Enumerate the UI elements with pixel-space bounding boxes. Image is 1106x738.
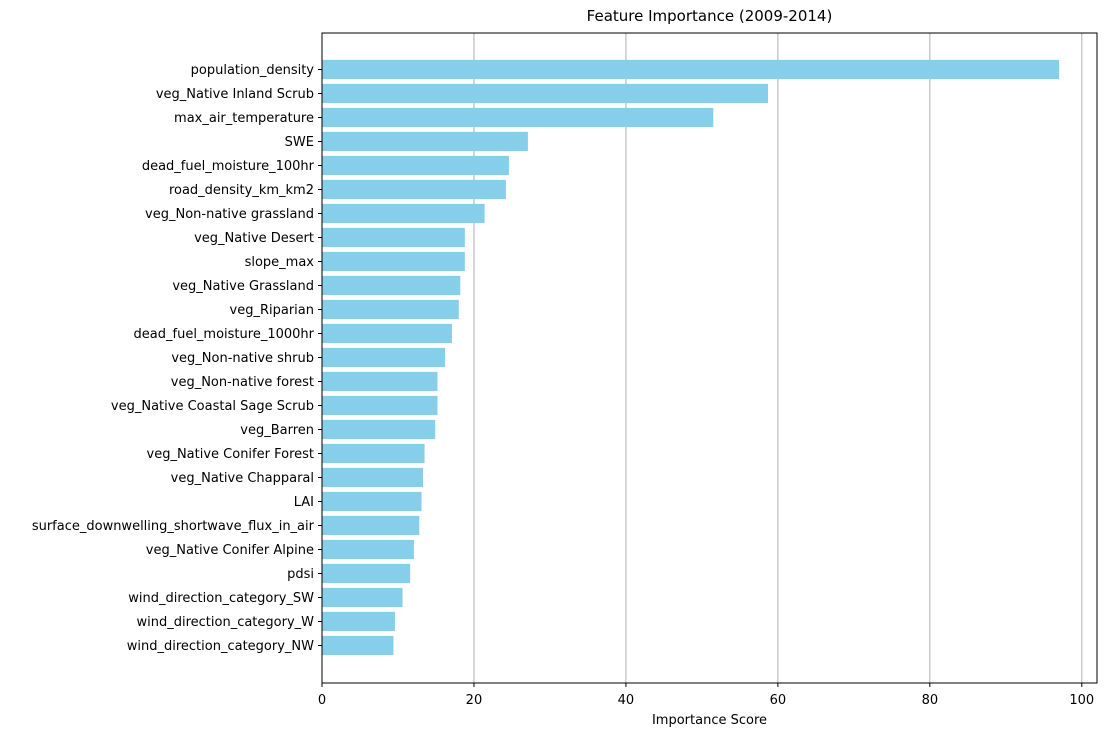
bar-1 [322,59,1060,80]
bar-19 [322,491,422,512]
x-tick-label-40: 40 [618,693,635,708]
x-tick-label-100: 100 [1069,693,1094,708]
y-tick-label-14: veg_Non-native forest [171,375,314,390]
bars [322,59,1060,656]
y-tick-label-9: slope_max [245,255,315,270]
bar-9 [322,251,465,272]
bar-16 [322,419,436,440]
y-tick-label-24: wind_direction_category_W [136,615,314,630]
bar-3 [322,107,714,128]
bar-5 [322,155,509,176]
y-tick-label-13: veg_Non-native shrub [171,351,314,366]
y-tick-label-15: veg_Native Coastal Sage Scrub [111,399,314,414]
y-tick-label-21: veg_Native Conifer Alpine [146,543,314,558]
y-tick-label-23: wind_direction_category_SW [128,591,314,606]
y-tick-label-17: veg_Native Conifer Forest [147,447,315,462]
bar-12 [322,323,452,344]
bar-4 [322,131,528,152]
x-axis-label: Importance Score [652,713,767,728]
bar-13 [322,347,446,368]
bar-24 [322,611,395,632]
chart-title: Feature Importance (2009-2014) [587,7,833,25]
bar-11 [322,299,459,320]
y-tick-label-1: population_density [191,63,315,78]
bar-20 [322,515,420,536]
y-tick-label-18: veg_Native Chapparal [171,471,314,486]
bar-7 [322,203,485,224]
y-tick-labels: population_density veg_Native Inland Scru… [32,63,322,654]
y-tick-label-16: veg_Barren [240,423,314,438]
y-tick-label-5: dead_fuel_moisture_100hr [142,159,315,174]
bar-14 [322,371,438,392]
bar-2 [322,83,769,104]
bar-15 [322,395,438,416]
y-tick-label-4: SWE [285,135,314,150]
bar-18 [322,467,424,488]
plot-frame [321,32,1098,684]
bar-10 [322,275,461,296]
y-tick-label-20: surface_downwelling_shortwave_flux_in_ai… [32,519,315,534]
y-tick-label-2: veg_Native Inland Scrub [156,87,314,102]
x-tick-label-0: 0 [318,693,326,708]
bar-17 [322,443,425,464]
bar-25 [322,635,394,656]
y-tick-label-11: veg_Riparian [230,303,314,318]
bar-22 [322,563,411,584]
y-tick-label-8: veg_Native Desert [194,231,314,246]
y-tick-label-7: veg_Non-native grassland [145,207,314,222]
x-tick-label-60: 60 [770,693,787,708]
bar-21 [322,539,414,560]
y-tick-label-10: veg_Native Grassland [172,279,314,294]
bar-8 [322,227,465,248]
bar-23 [322,587,403,608]
x-tick-label-80: 80 [922,693,939,708]
y-tick-label-12: dead_fuel_moisture_1000hr [134,327,315,342]
x-tick-label-20: 20 [466,693,483,708]
y-tick-label-22: pdsi [287,567,314,582]
x-ticks: 0 20 40 60 80 100 [318,683,1094,708]
bar-6 [322,179,506,200]
y-tick-label-25: wind_direction_category_NW [127,639,314,654]
y-tick-label-6: road_density_km_km2 [169,183,314,198]
y-tick-label-19: LAI [294,495,314,510]
y-tick-label-3: max_air_temperature [174,111,314,126]
